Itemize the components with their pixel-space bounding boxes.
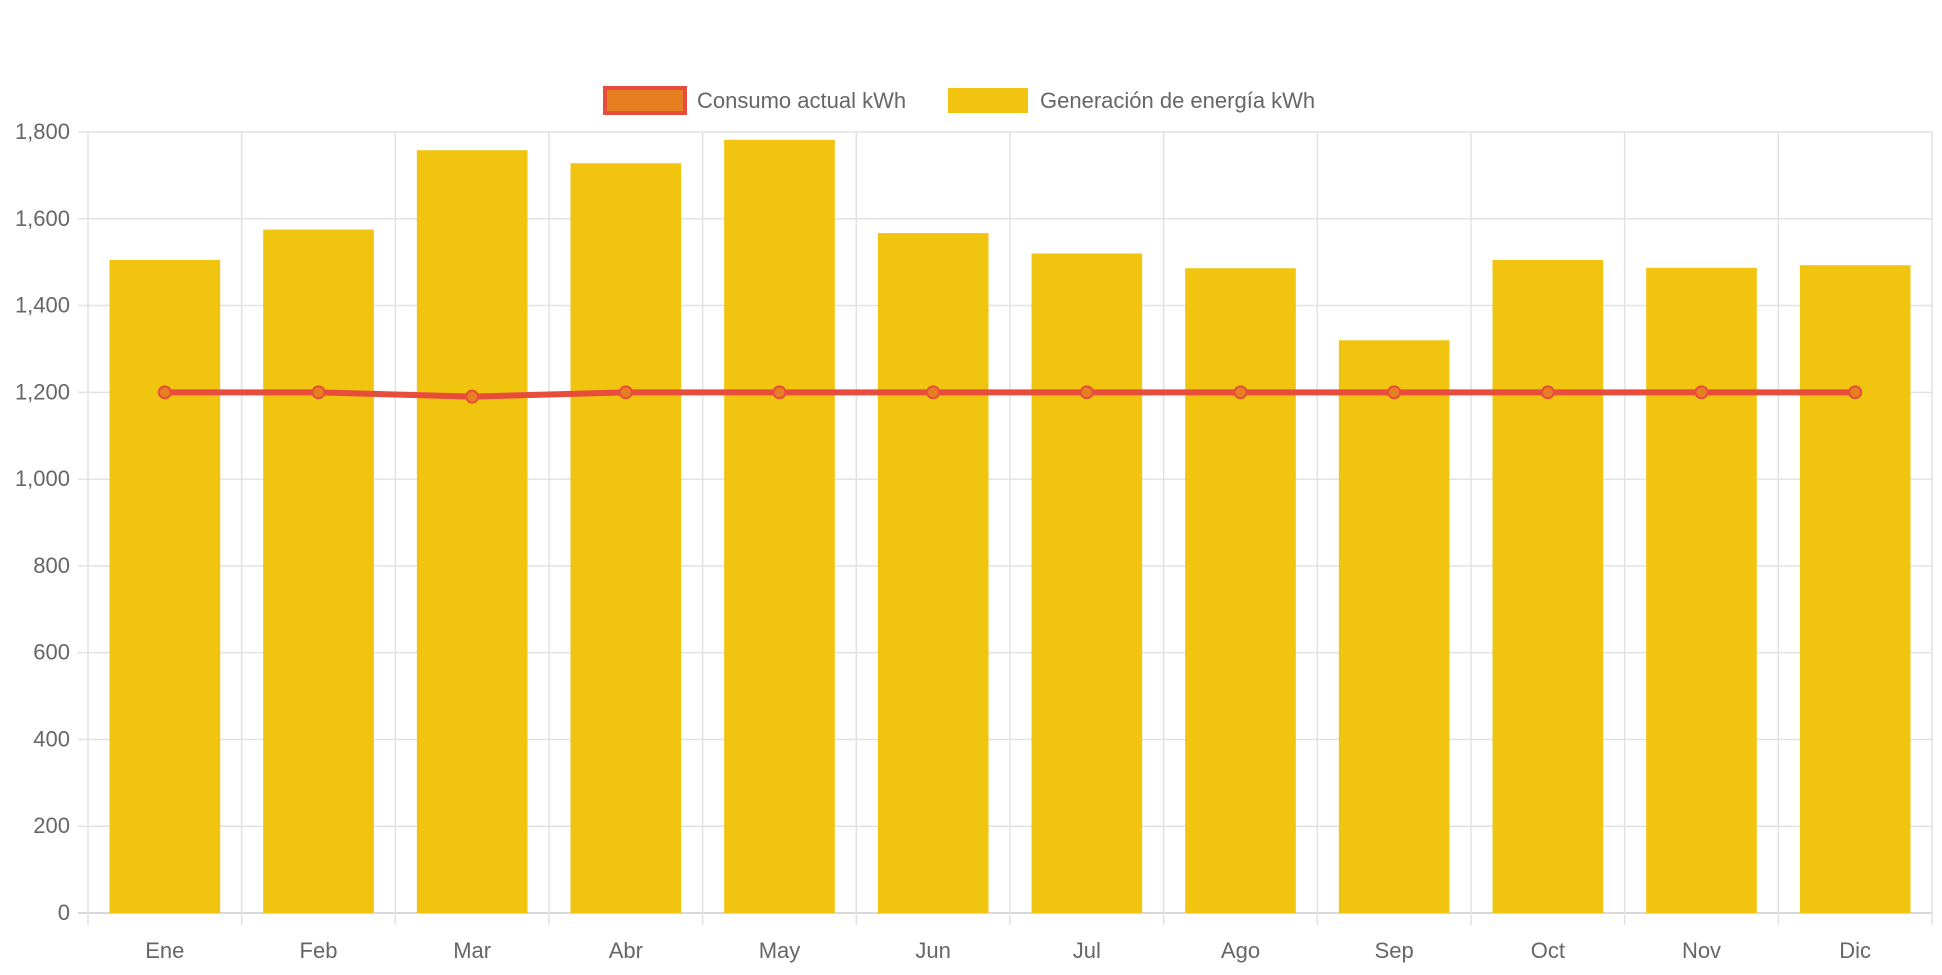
y-tick-label: 1,800 (15, 119, 70, 144)
point-Dic[interactable] (1848, 385, 1863, 400)
x-tick-label: Feb (300, 938, 338, 963)
bars (109, 139, 1911, 914)
y-tick-label: 800 (33, 553, 70, 578)
point-Sep[interactable] (1387, 385, 1402, 400)
x-tick-label: Jun (915, 938, 950, 963)
bar-Dic[interactable] (1799, 265, 1911, 914)
x-tick-label: Nov (1682, 938, 1721, 963)
point-Abr[interactable] (618, 385, 633, 400)
consumo-line (164, 389, 1856, 400)
line-series (157, 385, 1863, 404)
legend-swatch-consumo (603, 86, 687, 115)
point-Jul[interactable] (1079, 385, 1094, 400)
legend: Consumo actual kWh Generación de energía… (603, 86, 1315, 115)
x-tick-label: Dic (1839, 938, 1871, 963)
x-tick-label: Sep (1375, 938, 1414, 963)
bar-May[interactable] (724, 139, 835, 913)
point-Feb[interactable] (311, 385, 326, 400)
x-tick-label: Ago (1221, 938, 1260, 963)
bar-Ago[interactable] (1185, 268, 1296, 914)
bar-Mar[interactable] (416, 150, 528, 913)
point-Jun[interactable] (926, 385, 941, 400)
bar-Ene[interactable] (109, 259, 221, 914)
y-tick-label: 400 (33, 726, 70, 751)
grid (78, 131, 1933, 925)
y-tick-label: 1,400 (15, 293, 70, 318)
y-tick-label: 0 (58, 900, 70, 925)
x-tick-label: Oct (1531, 938, 1565, 963)
bar-Oct[interactable] (1492, 259, 1604, 914)
legend-label-generacion: Generación de energía kWh (1040, 88, 1315, 113)
y-tick-label: 1,200 (15, 379, 70, 404)
bar-Jun[interactable] (877, 233, 989, 913)
point-Nov[interactable] (1694, 385, 1709, 400)
legend-swatch-generacion (948, 88, 1028, 113)
point-Oct[interactable] (1540, 385, 1555, 400)
point-Ene[interactable] (157, 385, 172, 400)
bar-Jul[interactable] (1031, 253, 1143, 913)
legend-label-consumo: Consumo actual kWh (697, 88, 906, 113)
legend-item-generacion[interactable]: Generación de energía kWh (948, 88, 1315, 113)
y-tick-label: 1,600 (15, 206, 70, 231)
bar-Sep[interactable] (1338, 340, 1450, 913)
bar-Nov[interactable] (1646, 267, 1757, 913)
x-tick-label: Jul (1073, 938, 1101, 963)
x-tick-label: May (759, 938, 801, 963)
point-Ago[interactable] (1233, 385, 1248, 400)
bar-Abr[interactable] (570, 163, 682, 914)
x-tick-label: Abr (609, 938, 643, 963)
axes: 0 200 400 600 800 1,000 1,200 1,400 1,600 1,800 En… (15, 119, 1871, 963)
point-Mar[interactable] (465, 389, 480, 404)
x-tick-label: Ene (145, 938, 184, 963)
y-tick-label: 200 (33, 813, 70, 838)
legend-item-consumo[interactable]: Consumo actual kWh (603, 86, 906, 115)
bar-Feb[interactable] (263, 229, 374, 913)
x-tick-label: Mar (453, 938, 491, 963)
y-tick-label: 1,000 (15, 466, 70, 491)
point-May[interactable] (772, 385, 787, 400)
y-tick-label: 600 (33, 640, 70, 665)
